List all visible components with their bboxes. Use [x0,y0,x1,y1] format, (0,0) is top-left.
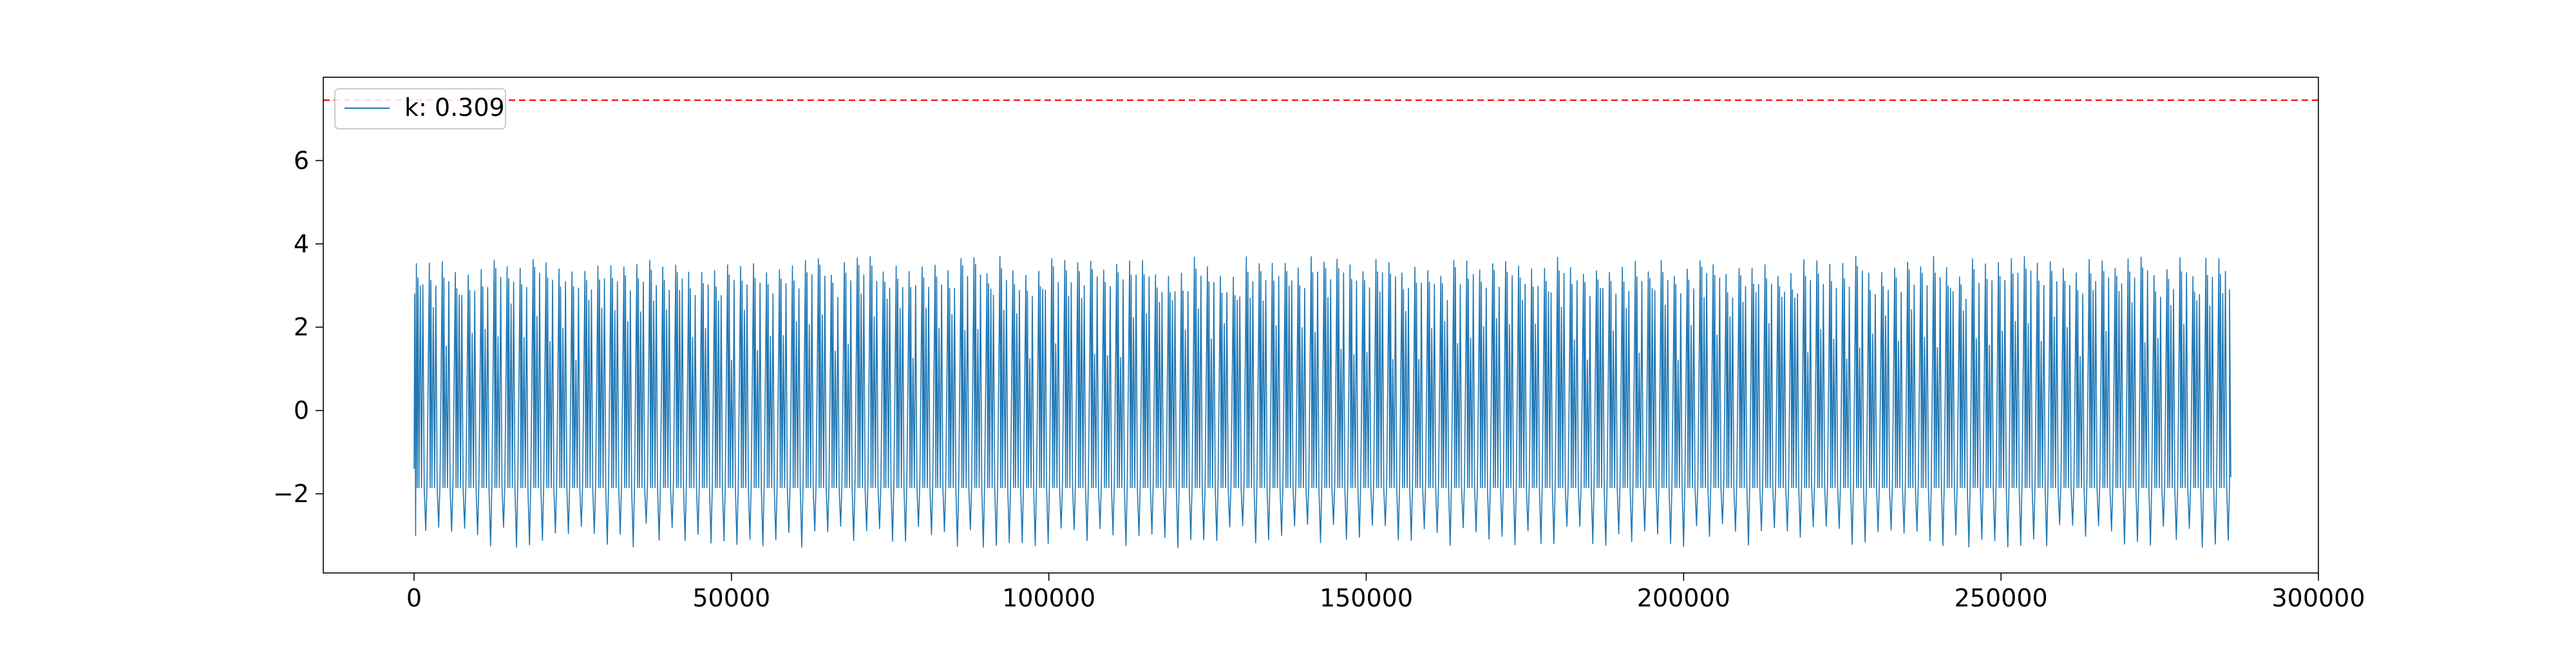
legend-box [334,88,506,129]
y-axis: −2 0 2 4 6 [273,146,323,508]
series-layer [413,256,2231,549]
y-tick-label: 0 [294,397,309,425]
x-tick-label: 200000 [1637,584,1730,612]
x-tick-label: 250000 [1955,584,2048,612]
y-tick-label: −2 [273,480,309,508]
legend-label: k: 0.309 [404,93,505,122]
plot-frame [323,77,2319,574]
series-line [413,256,2231,549]
x-axis: 0 50000 100000 150000 200000 250000 300000 [406,573,2365,612]
x-tick-label: 300000 [2271,584,2365,612]
y-tick-label: 2 [294,313,309,341]
x-tick-label: 50000 [692,584,770,612]
y-tick-label: 6 [294,146,309,174]
x-tick-label: 0 [406,584,422,612]
x-tick-label: 150000 [1320,584,1413,612]
y-tick-label: 4 [294,230,309,258]
x-tick-label: 100000 [1002,584,1095,612]
legend: k: 0.309 [334,88,506,129]
